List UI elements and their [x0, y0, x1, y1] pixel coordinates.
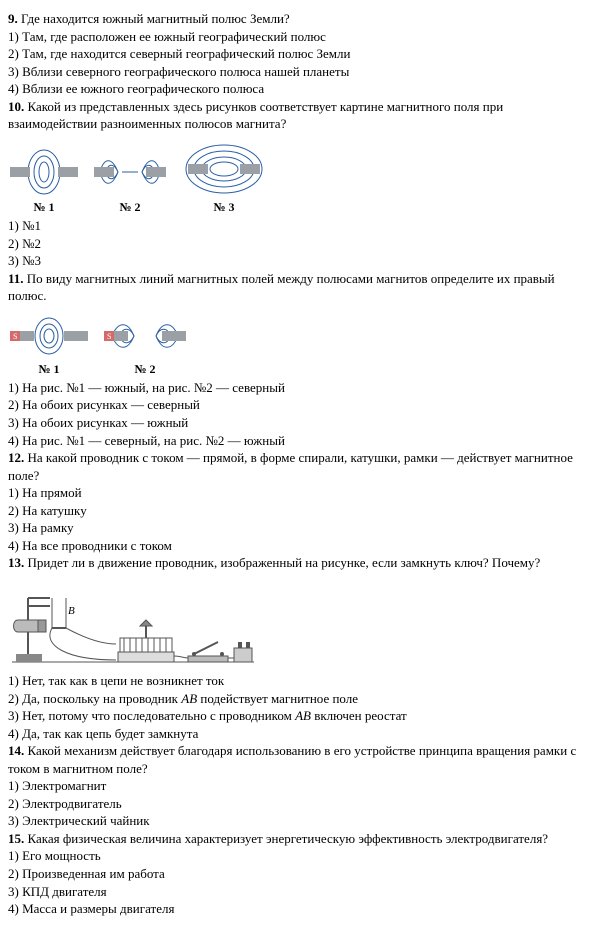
q12-num: 12.	[8, 450, 24, 465]
q12-text: На какой проводник с током — прямой, в ф…	[8, 450, 573, 483]
q15-option-3: 3) КПД двигателя	[8, 883, 585, 901]
q9-option-4: 4) Вблизи ее южного географического полю…	[8, 80, 585, 98]
q13-option-1: 1) Нет, так как в цепи не возникнет ток	[8, 672, 585, 690]
q13-o2-post: подействует магнитное поле	[197, 691, 358, 706]
q15-text: Какая физическая величина характеризует …	[28, 831, 549, 846]
q13-option-3: 3) Нет, потому что последовательно с про…	[8, 707, 585, 725]
q11-option-3: 3) На обоих рисунках — южный	[8, 414, 585, 432]
label-b: В	[68, 605, 75, 617]
q13-o2-ab: АВ	[181, 691, 197, 706]
q15-option-1: 1) Его мощность	[8, 847, 585, 865]
magnet-field-icon-1	[8, 147, 80, 197]
q15-num: 15.	[8, 831, 24, 846]
q10-num: 10.	[8, 99, 24, 114]
magnet-poles-icon-2: S	[104, 313, 186, 359]
q12-option-1: 1) На прямой	[8, 484, 585, 502]
q10-option-1: 1) №1	[8, 217, 585, 235]
q15-option-4: 4) Масса и размеры двигателя	[8, 900, 585, 918]
magnet-field-icon-3	[180, 141, 268, 197]
q11-option-2: 2) На обоих рисунках — северный	[8, 396, 585, 414]
question-15: 15. Какая физическая величина характериз…	[8, 830, 585, 848]
q10-fig2: № 2	[94, 147, 166, 215]
q14-num: 14.	[8, 743, 24, 758]
q13-o2-pre: 2) Да, поскольку на проводник	[8, 691, 181, 706]
question-14: 14. Какой механизм действует благодаря и…	[8, 742, 585, 777]
q11-fig1: S № 1	[8, 313, 90, 377]
q14-option-2: 2) Электродвигатель	[8, 795, 585, 813]
magnet-field-icon-2	[94, 147, 166, 197]
q9-option-2: 2) Там, где находится северный географич…	[8, 45, 585, 63]
question-9: 9. Где находится южный магнитный полюс З…	[8, 10, 585, 28]
q10-text: Какой из представленных здесь рисунков с…	[8, 99, 503, 132]
q14-option-3: 3) Электрический чайник	[8, 812, 585, 830]
q13-figure: В	[8, 580, 585, 670]
question-12: 12. На какой проводник с током — прямой,…	[8, 449, 585, 484]
q13-text: Придет ли в движение проводник, изобра­ж…	[28, 555, 541, 570]
q11-fig2-label: № 2	[104, 361, 186, 377]
q11-option-4: 4) На рис. №1 — северный, на рис. №2 — ю…	[8, 432, 585, 450]
magnet-poles-icon-1: S	[8, 313, 90, 359]
q14-text: Какой механизм действует благодаря испол…	[8, 743, 576, 776]
q13-num: 13.	[8, 555, 24, 570]
q10-figures: № 1 № 2	[8, 141, 585, 215]
q10-fig1-label: № 1	[8, 199, 80, 215]
q10-fig2-label: № 2	[94, 199, 166, 215]
q13-option-2: 2) Да, поскольку на проводник АВ подейст…	[8, 690, 585, 708]
q11-fig2: S № 2	[104, 313, 186, 377]
q12-option-4: 4) На все проводники с током	[8, 537, 585, 555]
s-label-icon: S	[13, 332, 17, 341]
q9-option-1: 1) Там, где расположен ее южный географи…	[8, 28, 585, 46]
q13-option-4: 4) Да, так как цепь будет замкнута	[8, 725, 585, 743]
q15-option-2: 2) Произведенная им работа	[8, 865, 585, 883]
q11-figures: S № 1 S № 2	[8, 313, 585, 377]
question-10: 10. Какой из представленных здесь рисунк…	[8, 98, 585, 133]
q13-o3-ab: АВ	[295, 708, 311, 723]
question-11: 11. По виду магнитных линий магнитных по…	[8, 270, 585, 305]
q10-fig3-label: № 3	[180, 199, 268, 215]
q11-num: 11.	[8, 271, 24, 286]
q9-option-3: 3) Вблизи северного географического полю…	[8, 63, 585, 81]
q13-o3-post: включен реостат	[311, 708, 407, 723]
q10-option-2: 2) №2	[8, 235, 585, 253]
q9-text: Где находится южный магнитный полюс Зем­…	[21, 11, 290, 26]
q12-option-3: 3) На рамку	[8, 519, 585, 537]
q10-fig1: № 1	[8, 147, 80, 215]
circuit-diagram-icon: В	[8, 580, 258, 670]
q11-fig1-label: № 1	[8, 361, 90, 377]
q11-text: По виду магнитных линий магнитных полей …	[8, 271, 555, 304]
q10-option-3: 3) №3	[8, 252, 585, 270]
s-label-icon: S	[107, 332, 111, 341]
q12-option-2: 2) На катушку	[8, 502, 585, 520]
q13-o3-pre: 3) Нет, потому что последовательно с про…	[8, 708, 295, 723]
question-13: 13. Придет ли в движение проводник, изоб…	[8, 554, 585, 572]
q14-option-1: 1) Электромагнит	[8, 777, 585, 795]
q10-fig3: № 3	[180, 141, 268, 215]
q11-option-1: 1) На рис. №1 — южный, на рис. №2 — севе…	[8, 379, 585, 397]
q9-num: 9.	[8, 11, 18, 26]
